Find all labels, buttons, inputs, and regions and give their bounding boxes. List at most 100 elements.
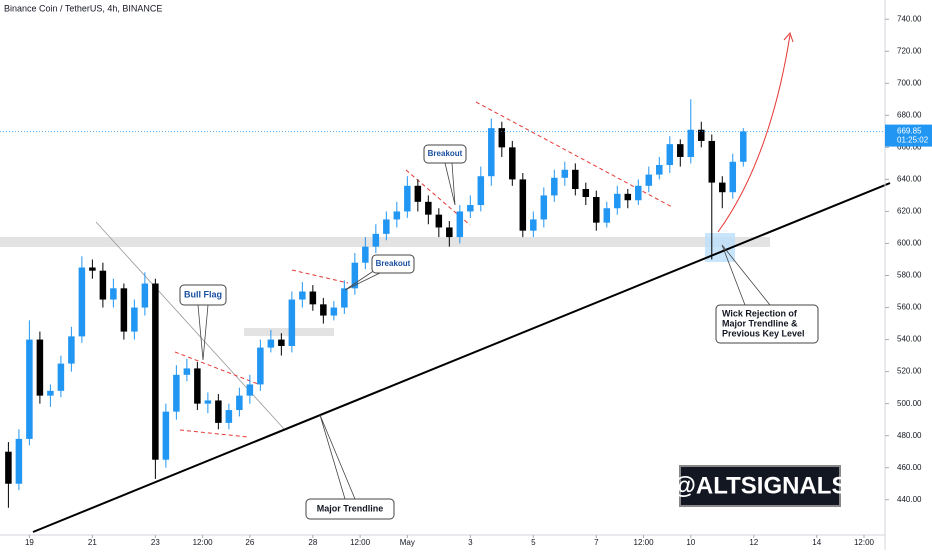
callout-box [179,284,227,306]
candle-body [656,164,663,175]
candle-body [267,339,275,348]
candle-body [330,307,338,316]
y-tick-label: 500.00 [897,399,922,408]
candle-body [708,140,716,183]
candle-body [582,189,590,198]
candle-body [236,395,243,411]
candle-body [68,336,75,364]
candle-body [467,205,474,212]
callout-box [423,144,467,164]
candle-body [488,128,495,177]
y-tick-label: 520.00 [897,367,922,376]
candle-body [5,451,12,484]
candle-body [57,363,65,391]
x-tick-label: 12:00 [193,538,214,547]
candle-body [204,400,212,404]
x-tick-label: 14 [812,538,821,547]
candle-body [257,347,264,385]
candle-body [624,193,632,201]
candle-body [729,161,737,193]
x-tick-label: 26 [245,538,254,547]
candle-body [288,299,296,346]
y-tick-label: 480.00 [897,431,922,440]
candle-body [498,128,506,148]
candle-body [635,185,642,201]
candle-body [110,288,117,300]
candle-body [593,197,600,223]
x-tick-label: 12:00 [854,538,875,547]
candle-body [719,182,726,193]
candle-body [393,211,401,220]
candle-body [26,339,33,439]
last-price-tag [885,124,932,147]
candle-body [677,144,684,157]
candle-body [435,214,443,228]
candle-body [120,288,128,332]
candle-body [446,227,453,238]
callout-pointer [197,304,209,361]
candle-body [36,339,44,396]
y-tick-label: 660.00 [897,142,922,151]
candle-body [519,179,527,231]
candle-body [614,193,621,209]
y-tick-label: 700.00 [897,78,922,87]
candle-body [645,174,653,186]
candle-body [194,368,201,404]
annotation: Breakout [428,149,463,158]
annotation: Previous Key Level [722,328,805,338]
callout-pointer [319,414,356,500]
y-tick-label: 620.00 [897,207,922,216]
key-level-zone [0,237,770,247]
candle-body [15,438,23,484]
callout-pointer [444,162,456,206]
projection-arrow [717,34,791,233]
candles [5,99,747,508]
candle-body [99,270,107,300]
candle-body [540,195,548,220]
candle-body [477,176,485,206]
x-tick-label: 21 [88,538,97,547]
flagpole-line [95,221,286,431]
candle-body [666,144,674,165]
candle-body [530,219,537,231]
chart-title: Binance Coin / TetherUS, 4h, BINANCE [4,3,162,13]
callout-box [715,304,819,344]
y-tick-label: 600.00 [897,239,922,248]
candle-body [141,283,149,308]
x-tick-label: 19 [25,538,34,547]
x-tick-label: 28 [308,538,317,547]
candle-body [225,410,233,423]
y-tick-label: 680.00 [897,110,922,119]
candle-body [246,384,254,396]
x-tick-label: May [400,538,415,547]
candle-body [278,339,285,346]
x-tick-label: 12:00 [350,538,371,547]
x-tick-label: 12 [749,538,758,547]
candle-body [341,288,348,308]
candle-body [89,267,96,271]
watermark-box [679,465,841,507]
candle-body [299,291,306,300]
candle-body [320,304,327,316]
candle-body [78,267,86,337]
y-tick-label: 560.00 [897,303,922,312]
candle-body [383,219,390,234]
candle-body [131,307,138,332]
callout-pointer [721,244,771,306]
annotation: Major Trendline & [722,318,798,328]
y-tick-label: 740.00 [897,14,922,23]
candle-body [351,262,359,289]
candle-body [425,201,432,215]
x-tick-label: 10 [686,538,695,547]
candle-body [47,390,54,396]
candle-body [162,411,170,460]
y-tick-label: 460.00 [897,463,922,472]
candle-body [414,185,422,202]
candle-body [687,129,695,157]
annotation: Wick Rejection of [722,308,798,318]
x-tick-label: 5 [531,538,536,547]
annotation: Major Trendline [317,503,384,513]
y-tick-label: 720.00 [897,46,922,55]
